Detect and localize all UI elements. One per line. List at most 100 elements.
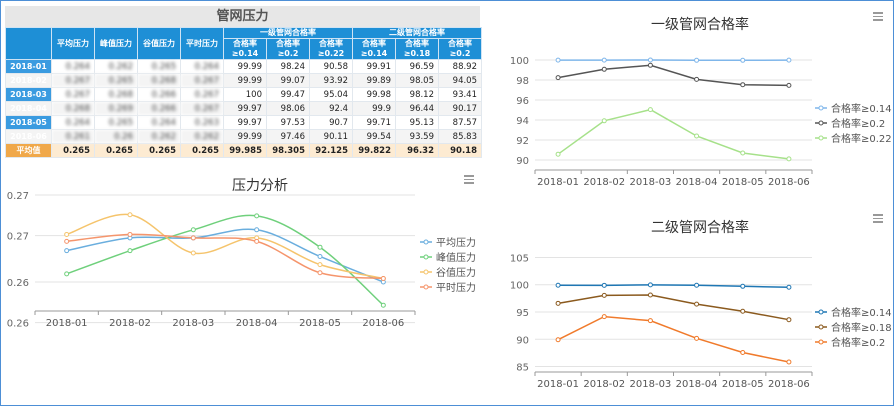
legend-marker (423, 269, 429, 275)
data-point[interactable] (555, 75, 561, 81)
cell-c: 95.04 (309, 87, 353, 102)
cell-c: 92.4 (309, 101, 353, 116)
data-point[interactable] (190, 227, 196, 233)
data-point[interactable] (647, 57, 653, 63)
data-point[interactable] (127, 248, 133, 254)
data-point[interactable] (647, 292, 653, 298)
cell-f: 94.05 (438, 73, 482, 88)
cell-b: 97.46 (266, 129, 310, 144)
data-point[interactable] (555, 282, 561, 288)
legend-label[interactable]: 平时压力 (436, 281, 476, 294)
cell-normal: 0.267 (180, 101, 224, 116)
data-point[interactable] (740, 57, 746, 63)
legend-label[interactable]: 合格率≥0.14 (831, 306, 892, 319)
data-point[interactable] (786, 284, 792, 290)
data-point[interactable] (786, 156, 792, 162)
data-point[interactable] (190, 235, 196, 241)
x-tick-label: 2018-03 (630, 177, 672, 188)
data-point[interactable] (127, 212, 133, 218)
pressure-table: 平均压力 峰值压力 谷值压力 平时压力 一级管网合格率 二级管网合格率 合格率≥… (5, 27, 482, 158)
level1-chart-menu-icon[interactable] (873, 12, 883, 21)
data-point[interactable] (601, 66, 607, 72)
y-tick-label: 95 (516, 308, 529, 319)
data-point[interactable] (647, 62, 653, 68)
cell-d: 99.71 (352, 115, 396, 130)
data-point[interactable] (601, 57, 607, 63)
cell-f: 85.83 (438, 129, 482, 144)
legend-label[interactable]: 合格率≥0.22 (831, 132, 892, 145)
data-point[interactable] (601, 282, 607, 288)
data-point[interactable] (740, 283, 746, 289)
data-point[interactable] (694, 335, 700, 341)
data-point[interactable] (786, 317, 792, 323)
legend-label[interactable]: 合格率≥0.2 (831, 117, 885, 130)
data-point[interactable] (64, 231, 70, 237)
x-tick-label: 2018-04 (676, 379, 718, 390)
data-point[interactable] (647, 282, 653, 288)
legend-label[interactable]: 平均压力 (436, 236, 476, 249)
pressure-chart-menu-icon[interactable] (464, 175, 474, 184)
data-point[interactable] (694, 133, 700, 139)
legend-marker (423, 284, 429, 290)
row-label: 2018-05 (5, 115, 52, 130)
data-point[interactable] (254, 238, 260, 244)
data-point[interactable] (64, 271, 70, 277)
data-point[interactable] (694, 301, 700, 307)
data-point[interactable] (127, 231, 133, 237)
cell-avg: 0.267 (51, 87, 95, 102)
cell-normal: 0.265 (180, 143, 224, 158)
data-point[interactable] (740, 82, 746, 88)
header-g2-col3: 合格率≥0.2 (438, 38, 482, 60)
data-point[interactable] (694, 76, 700, 82)
data-point[interactable] (694, 57, 700, 63)
data-point[interactable] (740, 150, 746, 156)
data-point[interactable] (786, 82, 792, 88)
row-label: 2018-03 (5, 87, 52, 102)
data-point[interactable] (64, 238, 70, 244)
corner-header (5, 27, 52, 60)
data-point[interactable] (380, 302, 386, 308)
data-point[interactable] (254, 213, 260, 219)
data-point[interactable] (740, 308, 746, 314)
cell-b: 98.24 (266, 59, 310, 74)
data-point[interactable] (317, 262, 323, 268)
data-point[interactable] (254, 227, 260, 233)
level2-chart-menu-icon[interactable] (873, 214, 883, 223)
data-point[interactable] (317, 244, 323, 250)
cell-a: 99.99 (223, 129, 267, 144)
series-line (558, 284, 789, 288)
x-tick-label: 2018-05 (722, 177, 764, 188)
legend-label[interactable]: 合格率≥0.18 (831, 321, 892, 334)
data-point[interactable] (647, 318, 653, 324)
data-point[interactable] (555, 57, 561, 63)
data-point[interactable] (786, 359, 792, 365)
legend-label[interactable]: 谷值压力 (436, 266, 476, 279)
data-point[interactable] (555, 151, 561, 157)
cell-f: 90.17 (438, 101, 482, 116)
legend-label[interactable]: 合格率≥0.14 (831, 102, 892, 115)
data-point[interactable] (647, 107, 653, 113)
cell-e: 93.59 (395, 129, 439, 144)
data-point[interactable] (64, 248, 70, 254)
data-point[interactable] (380, 276, 386, 282)
row-label: 2018-02 (5, 73, 52, 88)
data-point[interactable] (317, 253, 323, 259)
data-point[interactable] (786, 57, 792, 63)
cell-c: 92.125 (309, 143, 353, 158)
series-line (66, 213, 384, 280)
data-point[interactable] (694, 282, 700, 288)
data-point[interactable] (601, 314, 607, 320)
x-tick-label: 2018-02 (583, 177, 625, 188)
data-point[interactable] (601, 118, 607, 124)
data-point[interactable] (555, 300, 561, 306)
data-point[interactable] (601, 292, 607, 298)
table-row: 2018-01 0.264 0.262 0.265 0.264 99.99 98.24 90.… (5, 59, 482, 74)
cell-normal: 0.263 (180, 115, 224, 130)
data-point[interactable] (555, 337, 561, 343)
legend-label[interactable]: 峰值压力 (436, 251, 476, 264)
legend-label[interactable]: 合格率≥0.2 (831, 336, 885, 349)
data-point[interactable] (740, 350, 746, 356)
x-tick-label: 2018-02 (583, 379, 625, 390)
data-point[interactable] (190, 250, 196, 256)
data-point[interactable] (317, 270, 323, 276)
